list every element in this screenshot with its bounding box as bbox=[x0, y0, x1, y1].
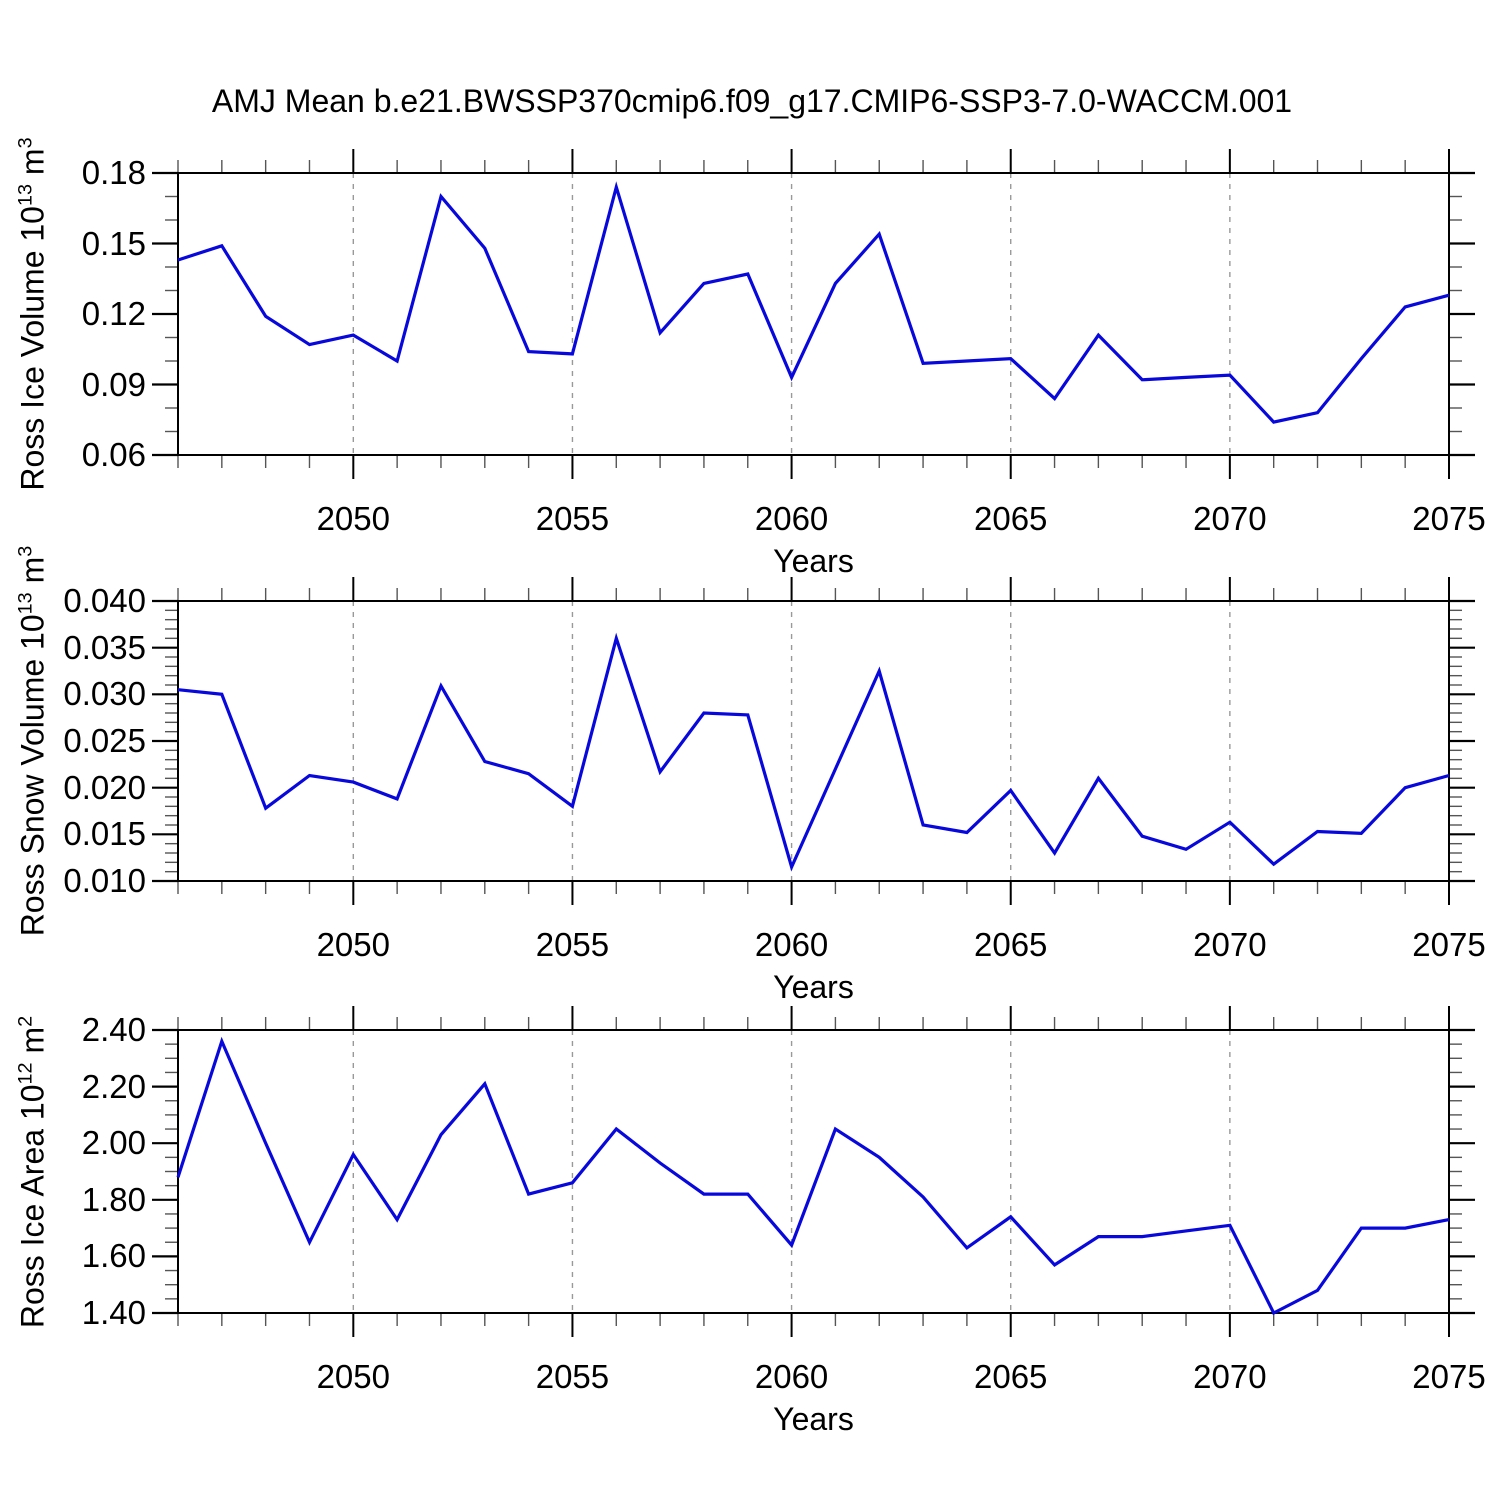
y-tick-label: 1.40 bbox=[81, 1294, 146, 1331]
x-tick-label: 2060 bbox=[754, 1358, 829, 1395]
y-tick-label: 0.18 bbox=[81, 154, 146, 191]
y-axis-title-text: m bbox=[14, 1026, 51, 1062]
y-axis-title-text: m bbox=[14, 556, 51, 593]
y-tick-label: 0.12 bbox=[81, 295, 146, 332]
panel-ross-snow-volume bbox=[152, 577, 1475, 905]
x-axis-title: Years bbox=[773, 543, 854, 579]
y-ticks bbox=[152, 171, 1475, 457]
figure-title: AMJ Mean b.e21.BWSSP370cmip6.f09_g17.CMI… bbox=[211, 83, 1293, 119]
x-axis-title: Years bbox=[773, 969, 854, 1005]
x-tick-label: 2065 bbox=[974, 500, 1048, 537]
x-tick-label: 2075 bbox=[1412, 926, 1486, 963]
x-ticks bbox=[177, 577, 1450, 905]
y-axis-title-superscript: 3 bbox=[14, 137, 37, 149]
x-tick-label: 2055 bbox=[535, 926, 610, 963]
y-axis-title-text: Ross Ice Area 10 bbox=[14, 1083, 51, 1328]
gridlines bbox=[352, 1030, 1231, 1313]
gridlines bbox=[352, 173, 1231, 455]
x-tick-label: 2055 bbox=[535, 1358, 610, 1395]
y-axis-title-superscript: 2 bbox=[14, 1015, 37, 1027]
x-tick-label: 2050 bbox=[316, 500, 390, 537]
plot-frame bbox=[177, 172, 1450, 456]
y-tick-label: 0.06 bbox=[81, 436, 146, 473]
plot-frame bbox=[177, 600, 1450, 882]
x-ticks bbox=[177, 149, 1450, 479]
series-ross-ice-volume bbox=[177, 181, 1450, 424]
series-ross-snow-volume bbox=[177, 632, 1450, 872]
y-axis-title-text: Ross Ice Volume 10 bbox=[14, 206, 51, 491]
x-tick-label: 2060 bbox=[754, 500, 829, 537]
y-tick-label: 2.20 bbox=[81, 1067, 146, 1105]
y-axis-title: Ross Ice Volume 1013 m3 bbox=[15, 137, 52, 490]
gridlines bbox=[352, 601, 1231, 881]
x-ticks bbox=[177, 1006, 1450, 1337]
y-ticks bbox=[152, 1028, 1475, 1315]
y-tick-label: 1.80 bbox=[81, 1180, 146, 1218]
y-tick-label: 0.035 bbox=[63, 628, 146, 666]
series-ross-ice-area bbox=[176, 1036, 1450, 1316]
y-tick-label: 0.025 bbox=[63, 722, 146, 759]
x-tick-label: 2070 bbox=[1193, 1358, 1267, 1395]
panel-ross-ice-volume bbox=[152, 149, 1475, 479]
y-tick-label: 0.020 bbox=[63, 768, 146, 806]
x-tick-label: 2075 bbox=[1412, 1358, 1486, 1395]
y-tick-label: 0.015 bbox=[63, 815, 146, 853]
y-ticks bbox=[152, 599, 1475, 883]
x-tick-label: 2075 bbox=[1412, 500, 1486, 537]
y-tick-label: 0.09 bbox=[81, 365, 146, 403]
x-axis-title: Years bbox=[773, 1401, 854, 1437]
panel-ross-ice-area bbox=[152, 1006, 1475, 1337]
y-axis-title-superscript: 3 bbox=[14, 545, 37, 557]
y-tick-label: 0.15 bbox=[81, 224, 146, 262]
x-tick-label: 2050 bbox=[316, 1358, 390, 1395]
x-tick-label: 2070 bbox=[1193, 500, 1267, 537]
y-tick-label: 2.00 bbox=[81, 1124, 146, 1162]
y-tick-label: 0.010 bbox=[63, 862, 146, 899]
x-tick-label: 2065 bbox=[974, 926, 1048, 963]
y-tick-label: 0.030 bbox=[63, 675, 146, 713]
y-axis-title-superscript: 13 bbox=[14, 592, 37, 615]
y-tick-label: 2.40 bbox=[81, 1011, 146, 1048]
x-tick-label: 2055 bbox=[535, 500, 610, 537]
y-axis-title: Ross Snow Volume 1013 m3 bbox=[15, 546, 52, 937]
y-axis-title-text: m bbox=[14, 148, 51, 184]
x-tick-label: 2065 bbox=[974, 1358, 1048, 1395]
y-axis-title-superscript: 13 bbox=[14, 183, 37, 207]
x-tick-label: 2060 bbox=[754, 926, 829, 963]
x-tick-label: 2050 bbox=[316, 926, 390, 963]
y-axis-title-superscript: 12 bbox=[14, 1061, 37, 1084]
y-tick-label: 0.040 bbox=[63, 582, 146, 619]
y-tick-label: 1.60 bbox=[81, 1237, 146, 1275]
x-tick-label: 2070 bbox=[1193, 926, 1267, 963]
y-axis-title-text: Ross Snow Volume 10 bbox=[14, 614, 51, 937]
y-axis-title: Ross Ice Area 1012 m2 bbox=[15, 1015, 52, 1327]
plot-frame bbox=[177, 1029, 1450, 1314]
